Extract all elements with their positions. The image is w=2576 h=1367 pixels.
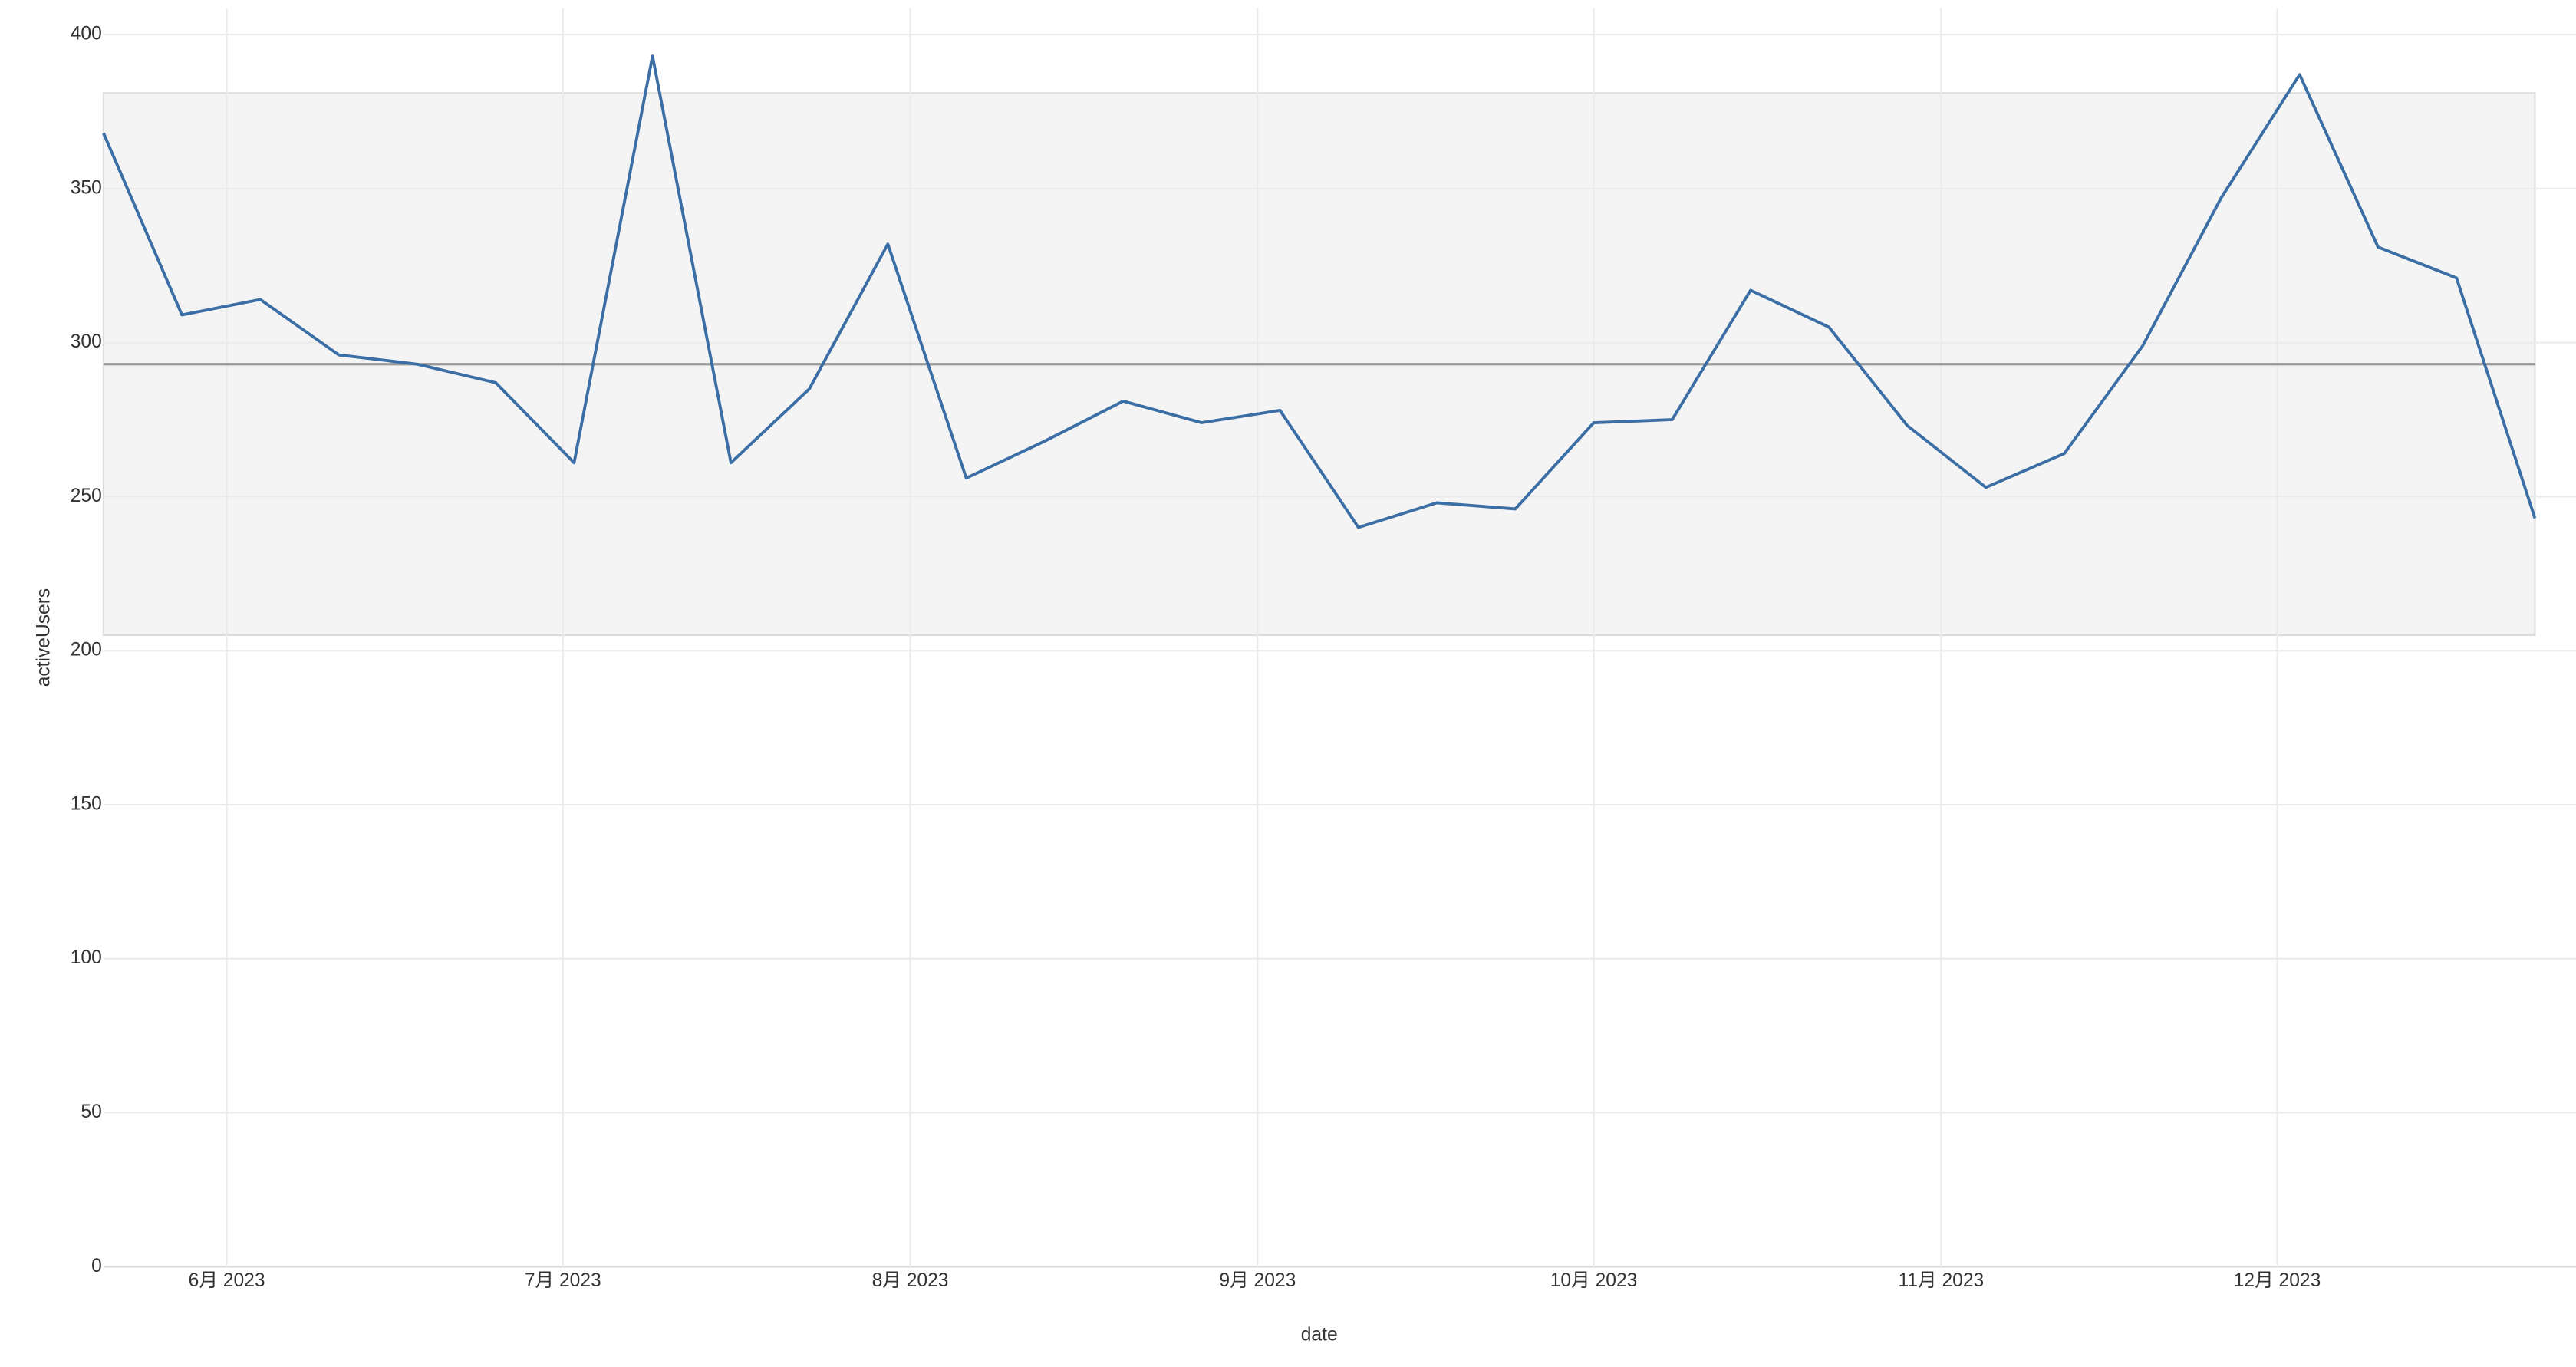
y-axis-title: activeUsers [33, 588, 54, 687]
y-tick-label: 250 [71, 486, 102, 506]
y-tick-label: 350 [71, 177, 102, 198]
x-tick-label: 9月 2023 [1219, 1270, 1296, 1291]
y-tick-label: 0 [91, 1256, 102, 1276]
x-tick-label: 8月 2023 [872, 1270, 949, 1291]
y-tick-label: 50 [81, 1102, 101, 1122]
x-tick-label: 11月 2023 [1898, 1270, 1984, 1291]
x-tick-label: 12月 2023 [2234, 1270, 2321, 1291]
data-line [102, 54, 2537, 529]
y-tick-label: 150 [71, 793, 102, 814]
x-tick-label: 7月 2023 [525, 1270, 601, 1291]
y-tick-label: 300 [71, 331, 102, 352]
y-tick-label: 200 [71, 640, 102, 660]
y-tick-label: 100 [71, 947, 102, 968]
x-tick-label: 6月 2023 [189, 1270, 265, 1291]
y-tick-label: 400 [71, 24, 102, 44]
x-tick-label: 10月 2023 [1550, 1270, 1638, 1291]
x-axis-title: date [1301, 1325, 1338, 1346]
